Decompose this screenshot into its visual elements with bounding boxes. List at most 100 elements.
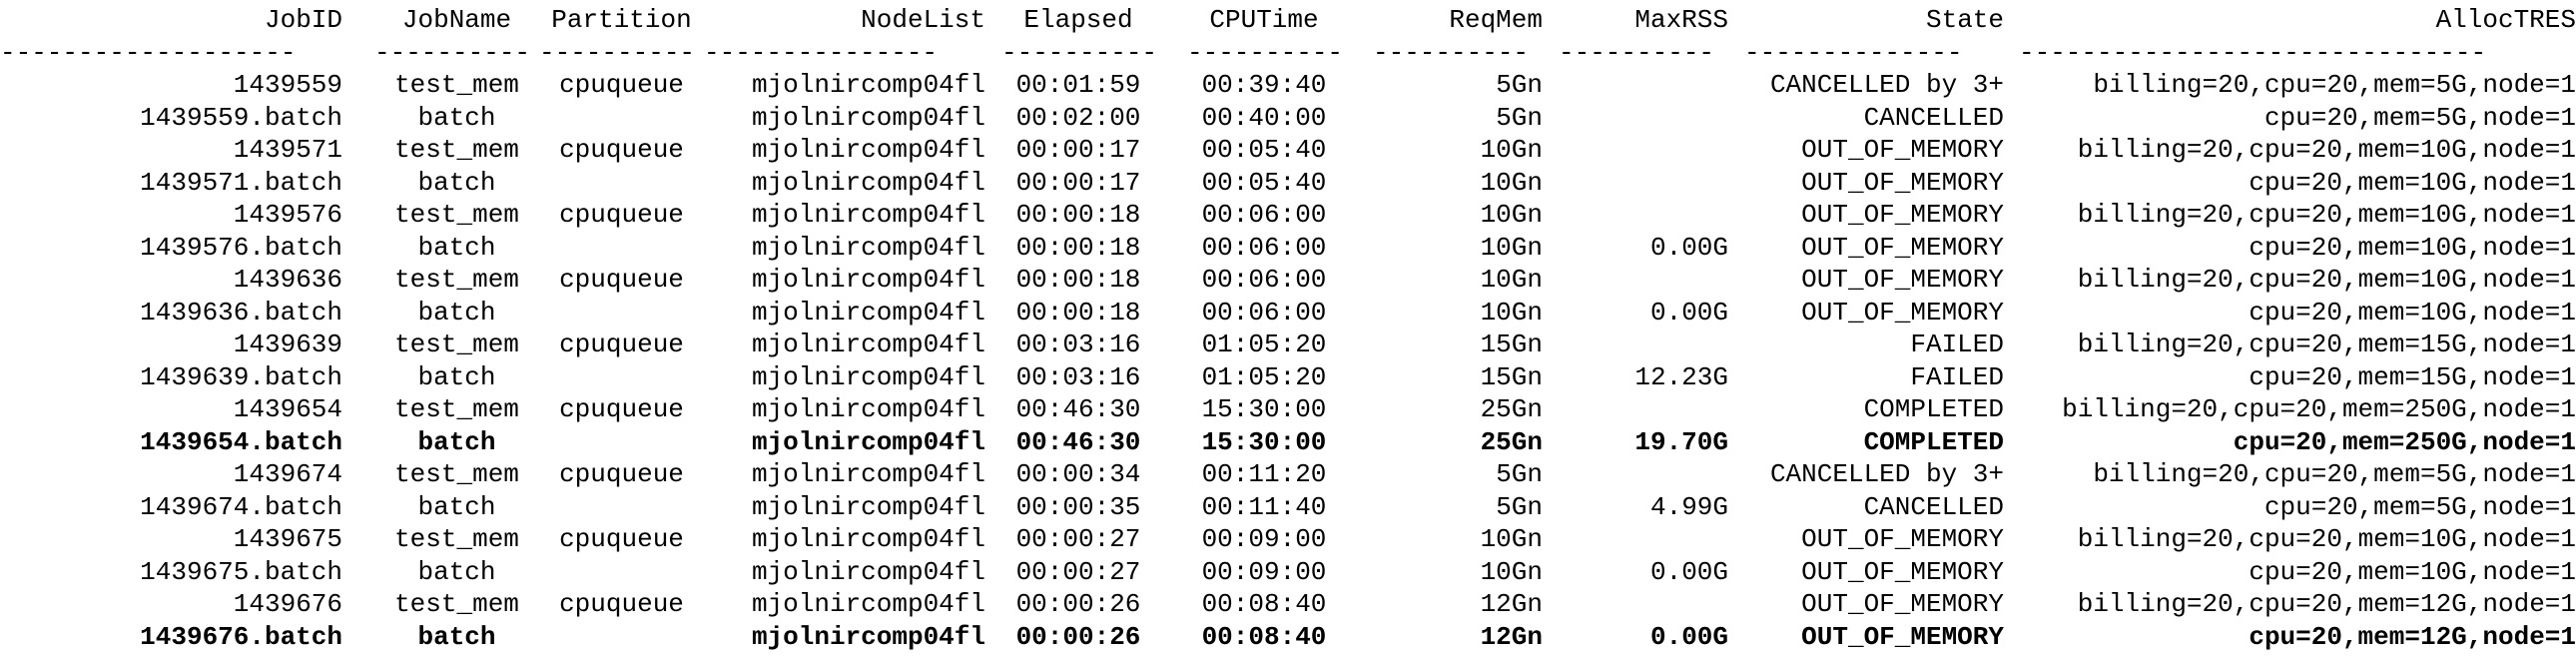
column-header-maxrss: MaxRSS [1634, 5, 1728, 35]
cell-elapsed: 00:00:18 [1015, 297, 1141, 328]
cell-cputime: 00:05:40 [1201, 167, 1327, 198]
cell-jobid: 1439636 [233, 265, 342, 295]
cell-jobid: 1439675.batch [140, 556, 342, 587]
cell-alloctres: cpu=20,mem=5G,node=1 [2263, 491, 2576, 522]
cell-maxrss: 0.00G [1649, 621, 1728, 652]
cell-cputime: 00:05:40 [1201, 135, 1327, 165]
cell-partition: cpuqueue [559, 459, 684, 489]
column-header-partition: Partition [551, 5, 692, 35]
cell-state: CANCELLED by 3+ [1769, 70, 2004, 100]
column-header-nodelist: NodeList [861, 5, 985, 35]
cell-elapsed: 00:00:18 [1015, 265, 1141, 295]
cell-alloctres: billing=20,cpu=20,mem=10G,node=1 [2077, 135, 2576, 165]
cell-reqmem: 5Gn [1496, 70, 1543, 100]
cell-partition: cpuqueue [559, 330, 684, 359]
cell-cputime: 00:39:40 [1201, 70, 1327, 100]
table-row: 1439676 test_mem cpuqueue mjolnircomp04fl 00… [0, 588, 2576, 621]
column-separator-elapsed: ---------- [1001, 37, 1158, 68]
table-row: 1439654 test_mem cpuqueue mjolnircomp04fl 00… [0, 393, 2576, 426]
cell-jobname: test_mem [394, 459, 519, 489]
column-header-alloctres: AllocTRES [2435, 5, 2576, 35]
cell-alloctres: cpu=20,mem=12G,node=1 [2249, 621, 2576, 652]
table-header-row: JobID JobName Partition NodeList Elapsed CPUT… [0, 4, 2576, 37]
cell-cputime: 00:06:00 [1201, 265, 1327, 295]
cell-reqmem: 10Gn [1480, 167, 1543, 198]
cell-nodelist: mjolnircomp04fl [751, 102, 985, 133]
cell-reqmem: 15Gn [1480, 330, 1543, 359]
column-separator-partition: ---------- [539, 37, 696, 68]
cell-cputime: 00:09:00 [1201, 556, 1327, 587]
column-header-reqmem: ReqMem [1449, 5, 1543, 35]
cell-reqmem: 5Gn [1496, 459, 1543, 489]
cell-jobid: 1439559.batch [140, 102, 342, 133]
table-row: 1439571 test_mem cpuqueue mjolnircomp04fl 00… [0, 134, 2576, 167]
cell-jobname: test_mem [394, 70, 519, 100]
cell-state: OUT_OF_MEMORY [1801, 524, 2004, 554]
cell-state: OUT_OF_MEMORY [1801, 621, 2004, 652]
cell-cputime: 00:06:00 [1201, 200, 1327, 230]
cell-reqmem: 25Gn [1480, 394, 1543, 424]
cell-elapsed: 00:01:59 [1015, 70, 1141, 100]
cell-nodelist: mjolnircomp04fl [751, 297, 985, 328]
cell-jobname: test_mem [394, 135, 519, 165]
cell-partition: cpuqueue [559, 589, 684, 619]
cell-partition: cpuqueue [559, 70, 684, 100]
cell-maxrss: 12.23G [1634, 361, 1728, 392]
cell-state: COMPLETED [1863, 426, 2004, 457]
cell-state: CANCELLED by 3+ [1769, 459, 2004, 489]
cell-jobname: test_mem [394, 589, 519, 619]
cell-cputime: 00:40:00 [1201, 102, 1327, 133]
table-row: 1439676.batch batch mjolnircomp04fl 00:00:2… [0, 621, 2576, 654]
cell-nodelist: mjolnircomp04fl [751, 459, 985, 489]
cell-alloctres: cpu=20,mem=5G,node=1 [2263, 102, 2576, 133]
cell-state: OUT_OF_MEMORY [1801, 135, 2004, 165]
table-row: 1439654.batch batch mjolnircomp04fl 00:46:3… [0, 426, 2576, 459]
cell-jobid: 1439559 [233, 70, 342, 100]
cell-jobid: 1439654.batch [140, 426, 342, 457]
cell-alloctres: billing=20,cpu=20,mem=5G,node=1 [2093, 70, 2576, 100]
cell-nodelist: mjolnircomp04fl [751, 589, 985, 619]
column-header-state: State [1925, 5, 2004, 35]
table-row: 1439675 test_mem cpuqueue mjolnircomp04fl 00… [0, 523, 2576, 556]
cell-jobname: batch [417, 102, 496, 133]
cell-reqmem: 10Gn [1480, 265, 1543, 295]
cell-elapsed: 00:46:30 [1015, 426, 1141, 457]
cell-elapsed: 00:00:34 [1015, 459, 1141, 489]
cell-cputime: 00:09:00 [1201, 524, 1327, 554]
cell-reqmem: 10Gn [1480, 297, 1543, 328]
cell-reqmem: 12Gn [1480, 589, 1543, 619]
cell-jobname: batch [417, 491, 496, 522]
cell-elapsed: 00:46:30 [1015, 394, 1141, 424]
table-row: 1439576 test_mem cpuqueue mjolnircomp04fl 00… [0, 199, 2576, 232]
cell-partition: cpuqueue [559, 394, 684, 424]
cell-reqmem: 10Gn [1480, 556, 1543, 587]
cell-jobname: batch [417, 556, 496, 587]
cell-elapsed: 00:00:27 [1015, 556, 1141, 587]
cell-cputime: 15:30:00 [1201, 394, 1327, 424]
cell-jobid: 1439576.batch [140, 232, 342, 263]
column-header-jobname: JobName [401, 5, 512, 35]
cell-jobname: batch [417, 361, 496, 392]
cell-reqmem: 10Gn [1480, 524, 1543, 554]
table-row: 1439559 test_mem cpuqueue mjolnircomp04fl 00… [0, 69, 2576, 102]
table-separator-row: ------------------- ---------- ---------- -… [0, 37, 2576, 70]
cell-nodelist: mjolnircomp04fl [751, 556, 985, 587]
column-separator-maxrss: ---------- [1559, 37, 1715, 68]
cell-elapsed: 00:00:26 [1015, 621, 1141, 652]
cell-state: OUT_OF_MEMORY [1801, 265, 2004, 295]
cell-alloctres: cpu=20,mem=250G,node=1 [2233, 426, 2576, 457]
cell-jobid: 1439675 [233, 524, 342, 554]
cell-jobid: 1439571.batch [140, 167, 342, 198]
cell-partition: cpuqueue [559, 524, 684, 554]
cell-reqmem: 15Gn [1480, 361, 1543, 392]
cell-reqmem: 10Gn [1480, 232, 1543, 263]
cell-jobid: 1439674 [233, 459, 342, 489]
cell-reqmem: 5Gn [1496, 102, 1543, 133]
cell-state: OUT_OF_MEMORY [1801, 200, 2004, 230]
cell-jobname: batch [417, 167, 496, 198]
cell-reqmem: 12Gn [1480, 621, 1543, 652]
cell-cputime: 00:08:40 [1201, 621, 1327, 652]
cell-state: OUT_OF_MEMORY [1801, 167, 2004, 198]
cell-partition: cpuqueue [559, 200, 684, 230]
